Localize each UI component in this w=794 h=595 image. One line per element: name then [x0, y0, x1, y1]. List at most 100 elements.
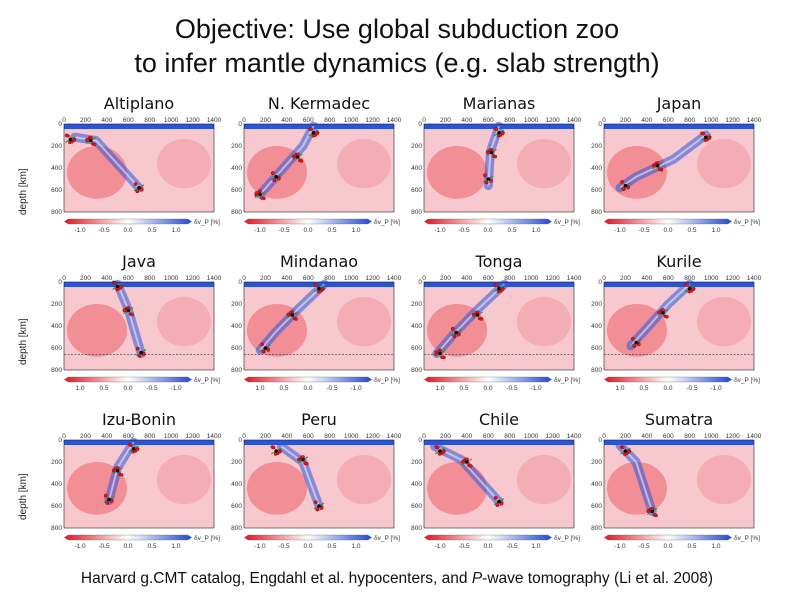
y-tick-label: 400 — [411, 323, 422, 330]
caption-after: -wave tomography (Li et al. 2008) — [482, 570, 714, 587]
colorbar-arrow — [424, 377, 428, 382]
row1-ylabel: depth [km] — [18, 168, 29, 215]
anomaly-background — [244, 282, 394, 370]
earthquake-marker — [136, 346, 140, 351]
earthquake-marker — [691, 287, 695, 292]
colorbar-arrow — [548, 377, 552, 382]
colorbar-tick-label: -1.0 — [254, 543, 266, 550]
y-tick-label: 400 — [591, 165, 602, 172]
x-tick-label: 200 — [80, 117, 91, 124]
slab-core — [74, 136, 140, 189]
earthquake-marker — [130, 312, 134, 317]
colorbar-tick-label: -0.5 — [506, 385, 518, 392]
y-tick-label: 400 — [231, 323, 242, 330]
panel-title-izu-bonin: Izu-Bonin — [102, 410, 176, 429]
colorbar-tick-label: -0.5 — [686, 385, 698, 392]
plot-frame — [423, 123, 575, 213]
beachball-marker — [497, 131, 501, 135]
colorbar-tick-label: 0.0 — [663, 227, 672, 234]
x-tick-label: 1200 — [365, 433, 380, 440]
earthquake-marker — [469, 464, 473, 468]
beachball-marker — [486, 177, 491, 181]
panel-tonga: Tonga 0 200 400 600 800 1000 1200 1400 0 200 400 600… — [408, 252, 590, 414]
beachball-marker — [115, 284, 120, 289]
x-tick-label: 1400 — [207, 433, 222, 440]
colorbar-label: δv_P [%] — [374, 535, 400, 542]
beachball-marker — [317, 286, 321, 291]
colorbar-tick-label: 0.0 — [663, 543, 672, 550]
tomography-plot-japan: 0 200 400 600 800 1000 1200 1400 0 200 400 600 800 δv… — [591, 117, 761, 234]
colorbar-tick-label: 0.5 — [279, 385, 288, 392]
colorbar-tick-label: -1.0 — [434, 227, 446, 234]
x-tick-label: 0 — [62, 433, 66, 440]
slow-anomaly — [157, 296, 211, 347]
colorbar-tick-label: 1.0 — [351, 227, 360, 234]
tomography-plot-n-kermadec: 0 200 400 600 800 1000 1200 1400 0 200 400 600 800 δv… — [231, 117, 402, 234]
earthquake-marker — [139, 188, 144, 192]
y-tick-label: 400 — [51, 323, 62, 330]
plot-frame — [603, 281, 755, 371]
caption: Harvard g.CMT catalog, Engdahl et al. hy… — [0, 570, 794, 588]
colorbar — [607, 218, 729, 225]
beachball-marker — [263, 346, 268, 350]
panel-title-tonga: Tonga — [475, 252, 523, 271]
slab-core — [259, 125, 315, 196]
slow-anomaly — [67, 304, 127, 357]
earthquake-marker — [92, 142, 97, 147]
tomography-plot-marianas: 0 200 400 600 800 1000 1200 1400 0 200 400 600 800 δv… — [411, 117, 581, 234]
x-tick-label: 600 — [483, 275, 494, 282]
plot-frame — [243, 281, 395, 371]
colorbar-arrow — [244, 219, 248, 224]
earthquake-marker — [659, 168, 664, 172]
colorbar-label: δv_P [%] — [734, 377, 760, 384]
earthquake-marker — [294, 317, 298, 321]
colorbar-tick-label: -1.0 — [350, 385, 362, 392]
earthquake-marker — [485, 150, 490, 155]
x-tick-label: 1000 — [164, 433, 179, 440]
slow-anomaly — [427, 146, 487, 199]
earthquake-marker — [489, 179, 493, 183]
colorbar-arrow — [548, 535, 552, 540]
colorbar-arrow — [64, 377, 68, 382]
slow-anomaly — [697, 138, 751, 189]
tomography-plot-chile: 0 200 400 600 800 1000 1200 1400 0 200 400 600 800 δv… — [411, 433, 581, 550]
x-tick-label: 200 — [620, 275, 631, 282]
colorbar-tick-label: 0.0 — [123, 543, 132, 550]
beachball-marker — [489, 150, 494, 155]
earthquake-marker — [457, 332, 461, 337]
x-tick-label: 200 — [620, 433, 631, 440]
earthquake-marker — [621, 445, 625, 450]
earthquake-marker — [500, 131, 505, 136]
x-tick-label: 600 — [303, 433, 314, 440]
x-tick-label: 1000 — [524, 275, 539, 282]
panel-title-chile: Chile — [478, 410, 520, 429]
x-tick-label: 1400 — [747, 275, 762, 282]
slide-title: Objective: Use global subduction zoo to … — [0, 12, 794, 80]
colorbar-tick-label: -0.5 — [326, 385, 338, 392]
slow-anomaly — [517, 454, 571, 505]
x-tick-label: 1000 — [524, 433, 539, 440]
earthquake-marker — [319, 506, 324, 510]
earthquake-marker — [435, 445, 440, 450]
beachball-marker — [317, 504, 321, 508]
colorbar-tick-label: -1.0 — [170, 385, 182, 392]
beachball-marker — [475, 313, 480, 317]
panel-title-altiplano: Altiplano — [103, 94, 175, 113]
x-tick-label: 400 — [281, 117, 292, 124]
colorbar-tick-label: -0.5 — [638, 227, 650, 234]
slow-anomaly — [697, 454, 751, 505]
x-tick-label: 400 — [101, 275, 112, 282]
y-tick-label: 200 — [411, 459, 422, 466]
earthquake-marker — [461, 459, 465, 464]
y-tick-label: 400 — [51, 165, 62, 172]
panel-n-kermadec: N. Kermadec 0 200 400 600 800 1000 1200 1400 0 200… — [228, 94, 410, 256]
earthquake-marker — [494, 127, 499, 132]
beachball-marker — [274, 175, 278, 179]
x-tick-label: 1400 — [387, 117, 402, 124]
earthquake-marker — [109, 499, 114, 504]
colorbar-tick-label: 0.5 — [687, 543, 696, 550]
beachball-marker — [274, 449, 278, 453]
earthquake-marker — [479, 317, 484, 321]
x-tick-label: 800 — [324, 275, 335, 282]
y-tick-label: 0 — [418, 437, 422, 444]
